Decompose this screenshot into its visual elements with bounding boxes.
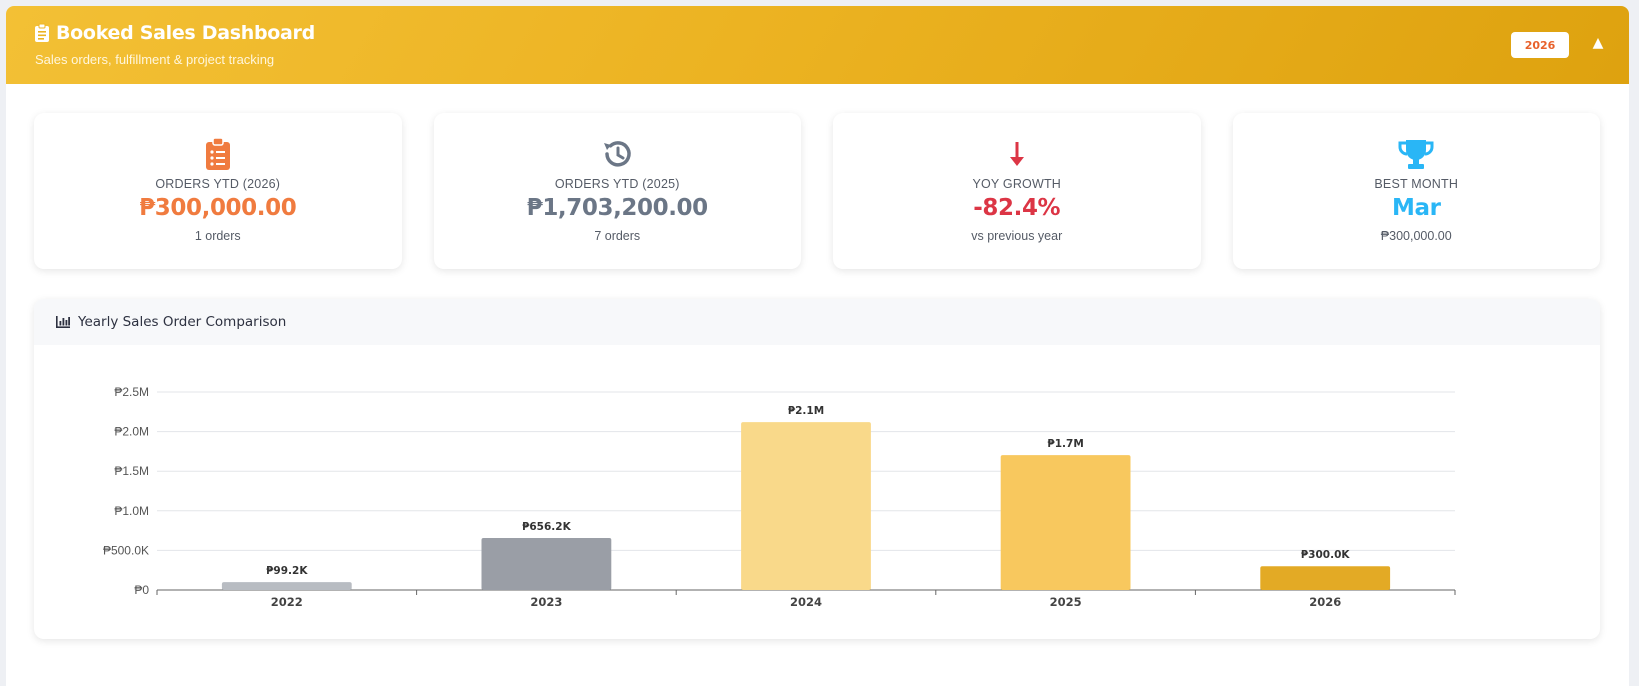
kpi-label: YOY GROWTH (972, 177, 1062, 191)
clipboard-list-icon (205, 137, 230, 171)
arrow-down-icon (1008, 137, 1026, 171)
bar-chart-icon (56, 316, 70, 328)
kpi-card-best-month: BEST MONTH Mar ₱300,000.00 (1232, 113, 1600, 269)
year-selector[interactable]: 2026 (1511, 32, 1569, 58)
data-label: ₱1.7M (1047, 438, 1083, 450)
x-tick-label: 2026 (1309, 595, 1341, 609)
page-subtitle: Sales orders, fulfillment & project trac… (35, 52, 275, 67)
kpi-value: ₱1,703,200.00 (526, 195, 708, 221)
y-tick-label: ₱0 (134, 583, 149, 597)
bar (741, 422, 871, 590)
kpi-sub: 7 orders (594, 229, 641, 243)
data-label: ₱300.0K (1301, 549, 1351, 561)
kpi-value: Mar (1391, 195, 1441, 221)
trophy-icon (1397, 137, 1435, 171)
caret-up-icon[interactable]: ▲ (1592, 35, 1604, 51)
bar (1000, 455, 1131, 590)
dashboard-header: Booked Sales Dashboard Sales orders, ful… (6, 6, 1629, 84)
chart-header: Yearly Sales Order Comparison (34, 299, 1600, 345)
y-tick-label: ₱2.5M (114, 385, 149, 399)
yearly-sales-bar-chart: ₱0 ₱500.0K ₱1.0M ₱1.5M ₱2.0M ₱2.5M ₱99.2K 2022 ₱… (103, 385, 1456, 609)
x-tick-label: 2022 (271, 595, 303, 609)
dashboard-page: Booked Sales Dashboard Sales orders, ful… (6, 6, 1629, 686)
page-title: Booked Sales Dashboard (56, 22, 315, 44)
kpi-sub: 1 orders (194, 229, 241, 243)
kpi-card-yoy-growth: YOY GROWTH -82.4% vs previous year (833, 113, 1201, 269)
kpi-sub: vs previous year (971, 229, 1063, 243)
yearly-comparison-card: Yearly Sales Order Comparison ₱0 ₱500.0K ₱… (34, 299, 1600, 639)
kpi-card-orders-ytd-previous: ORDERS YTD (2025) ₱1,703,200.00 7 orders (433, 113, 801, 269)
x-tick-label: 2024 (790, 595, 822, 609)
kpi-label: BEST MONTH (1374, 177, 1459, 191)
bar (221, 582, 352, 590)
chart-title: Yearly Sales Order Comparison (78, 314, 287, 330)
kpi-row: ORDERS YTD (2026) ₱300,000.00 1 orders O… (34, 113, 1600, 269)
history-icon (601, 137, 633, 171)
x-tick-label: 2025 (1050, 595, 1082, 609)
y-tick-label: ₱1.5M (114, 464, 149, 478)
y-tick-label: ₱500.0K (103, 543, 149, 557)
title-row: Booked Sales Dashboard (34, 22, 315, 44)
kpi-sub: ₱300,000.00 (1380, 229, 1452, 243)
data-label: ₱99.2K (266, 565, 308, 577)
x-tick-label: 2023 (530, 595, 562, 609)
bar (481, 538, 612, 590)
kpi-label: ORDERS YTD (2026) (155, 177, 281, 191)
kpi-value: ₱300,000.00 (139, 195, 297, 221)
data-label: ₱656.2K (522, 521, 572, 533)
data-label: ₱2.1M (788, 405, 824, 417)
bar (1260, 566, 1391, 590)
kpi-card-orders-ytd-current: ORDERS YTD (2026) ₱300,000.00 1 orders (34, 113, 402, 269)
kpi-label: ORDERS YTD (2025) (554, 177, 680, 191)
kpi-value: -82.4% (973, 195, 1061, 221)
clipboard-icon (35, 23, 49, 42)
y-tick-label: ₱1.0M (114, 504, 149, 518)
y-tick-label: ₱2.0M (114, 425, 149, 439)
